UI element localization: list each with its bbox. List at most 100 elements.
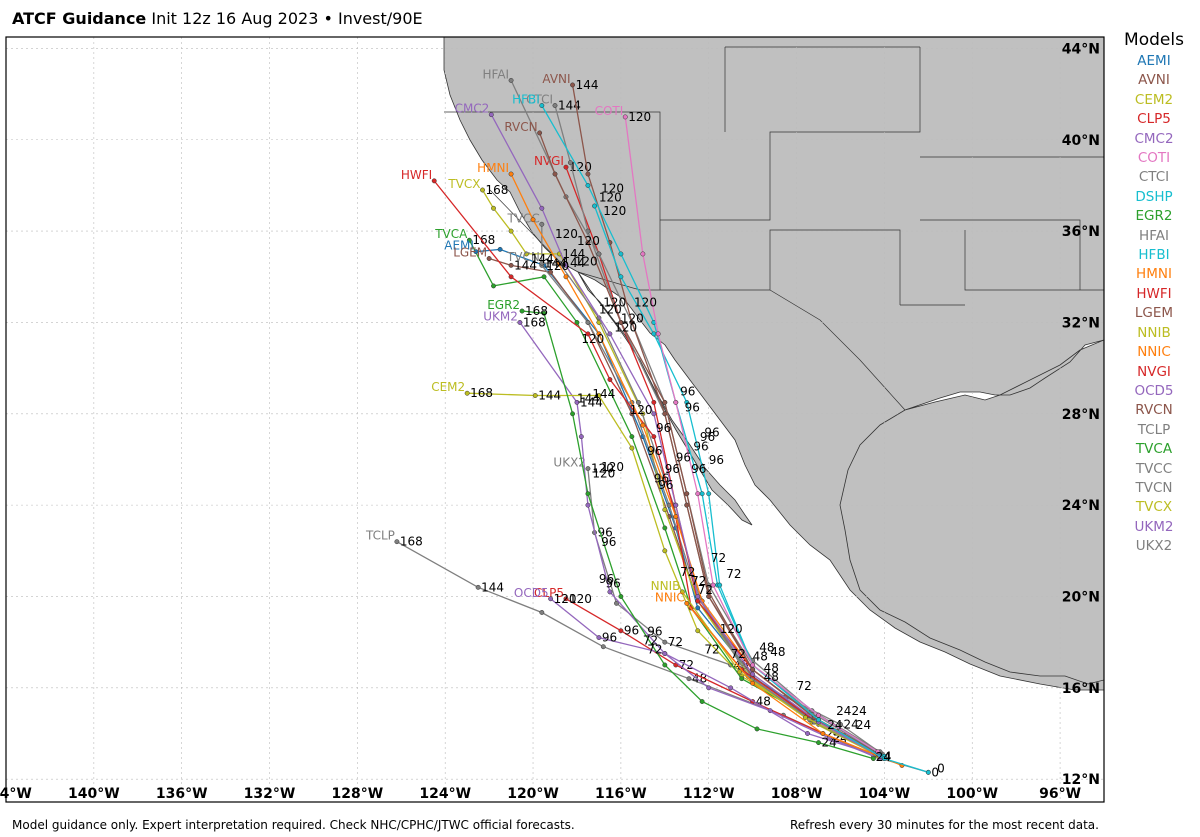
forecast-hour-label: 24 <box>822 736 837 750</box>
track-point <box>662 507 668 513</box>
longitude-tick-labels: 144°W 140°W 136°W 132°W 128°W 124°W 120°W 116°W… <box>0 786 1081 802</box>
legend-item-tvcc: TVCC <box>1135 460 1173 477</box>
track-end-label: OCD5 <box>514 586 549 600</box>
legend-item-rvcn: RVCN <box>1135 402 1173 419</box>
track-end-label: HFBI <box>512 93 540 107</box>
track-point <box>466 237 472 243</box>
track-end-label: CEM2 <box>431 380 465 394</box>
hour-label: 72 <box>726 567 741 581</box>
legend-item-cmc2: CMC2 <box>1134 130 1174 147</box>
hour-label: 72 <box>797 679 812 693</box>
track-point <box>596 635 602 641</box>
track-point <box>585 182 591 188</box>
legend-item-tvcx: TVCX <box>1135 499 1173 516</box>
lon-tick-label: 96°W <box>1039 786 1081 802</box>
track-point <box>607 377 613 382</box>
forecast-hour-label: 168 <box>400 535 423 549</box>
track-point <box>673 514 679 520</box>
latitude-tick-labels: 12°N 16°N 20°N 24°N 28°N 32°N 36°N 40°N 44°N <box>1062 41 1100 788</box>
legend-item-clp5: CLP5 <box>1137 111 1171 128</box>
hour-label: 144 <box>592 387 615 401</box>
track-line <box>593 205 929 773</box>
track-point <box>548 596 554 602</box>
hour-label: 144 <box>577 391 600 405</box>
hour-label: 96 <box>700 430 715 444</box>
forecast-hour-label: 120 <box>569 592 592 606</box>
track-point <box>596 331 602 337</box>
hour-label: 96 <box>709 453 724 467</box>
hour-label: 48 <box>764 670 779 684</box>
track-point <box>870 756 876 762</box>
track-ukm2: 144 168 UKM2 <box>483 309 883 759</box>
track-point <box>695 605 701 611</box>
lon-tick-label: 124°W <box>419 786 471 802</box>
track-point <box>607 331 613 337</box>
forecast-hour-label: 120 <box>591 462 614 476</box>
hour-label: 120 <box>581 332 604 346</box>
track-point <box>728 685 734 691</box>
forecast-hour-label: 144 <box>514 258 537 272</box>
hour-label: 120 <box>603 295 626 309</box>
hour-label: 96 <box>676 451 691 465</box>
track-end-label: CTCI <box>526 93 553 107</box>
track-point <box>539 610 545 615</box>
hour-label: 96 <box>658 478 673 492</box>
track-point <box>695 594 701 599</box>
track-point <box>618 274 624 280</box>
lat-tick-label: 20°N <box>1062 589 1100 605</box>
track-point <box>662 548 668 554</box>
forecast-hour-label: 168 <box>470 386 493 400</box>
track-end-label: NNIC <box>655 590 685 604</box>
track-point <box>394 539 400 545</box>
track-point <box>585 466 591 472</box>
track-point <box>629 445 635 451</box>
track-point <box>508 228 514 234</box>
track-end-label: TVCA <box>434 227 468 241</box>
hour-label: 0 <box>937 761 945 775</box>
track-point <box>552 171 558 177</box>
forecast-hour-label: 120 <box>554 592 577 606</box>
lon-tick-label: 144°W <box>0 786 32 802</box>
track-point <box>491 205 496 211</box>
track-point <box>570 411 576 417</box>
lat-tick-label: 44°N <box>1062 41 1100 57</box>
track-point <box>508 274 514 280</box>
hour-label: 120 <box>601 460 624 474</box>
lon-tick-label: 120°W <box>507 786 559 802</box>
track-end-label: EGR2 <box>487 298 520 312</box>
legend-item-cem2: CEM2 <box>1134 91 1174 108</box>
track-point <box>695 628 701 634</box>
track-end-label: TVCC <box>507 211 540 225</box>
legend-item-avni: AVNI <box>1138 72 1170 89</box>
legend: Models AEMI AVNI CEM2 CLP5 CMC2 COTI CTCI DSHP E… <box>1114 30 1194 557</box>
track-end-label: CMC2 <box>455 102 490 116</box>
lon-tick-label: 136°W <box>156 786 208 802</box>
track-point <box>585 491 591 497</box>
hour-label: 120 <box>555 227 578 241</box>
hour-label: 96 <box>665 462 680 476</box>
track-point <box>684 399 690 405</box>
track-cmc2: CMC2 <box>455 102 883 759</box>
track-point <box>651 399 657 405</box>
forecast-hour-label: 144 <box>538 389 561 403</box>
lat-tick-label: 32°N <box>1062 315 1100 331</box>
track-end-label: CLP5 <box>534 586 564 600</box>
track-point <box>662 639 668 645</box>
track-coti: 120 COTI <box>595 104 881 755</box>
hour-label: 120 <box>720 622 743 636</box>
footer-refresh-note: Refresh every 30 minutes for the most re… <box>790 818 1099 832</box>
track-point <box>524 251 529 257</box>
legend-items: AEMI AVNI CEM2 CLP5 CMC2 COTI CTCI DSHP EGR2 HFAI… <box>1114 52 1194 557</box>
track-point <box>578 434 584 440</box>
hour-label: 48 <box>764 661 779 675</box>
track-point <box>651 434 657 440</box>
track-point <box>717 582 723 588</box>
track-point <box>600 644 606 650</box>
track-point <box>673 399 679 405</box>
track-point <box>574 399 580 405</box>
track-end-label: HMNI <box>477 161 509 175</box>
track-end-label: HWFI <box>401 168 432 182</box>
track-point <box>618 251 624 257</box>
lon-tick-label: 132°W <box>244 786 296 802</box>
track-point <box>539 205 545 211</box>
